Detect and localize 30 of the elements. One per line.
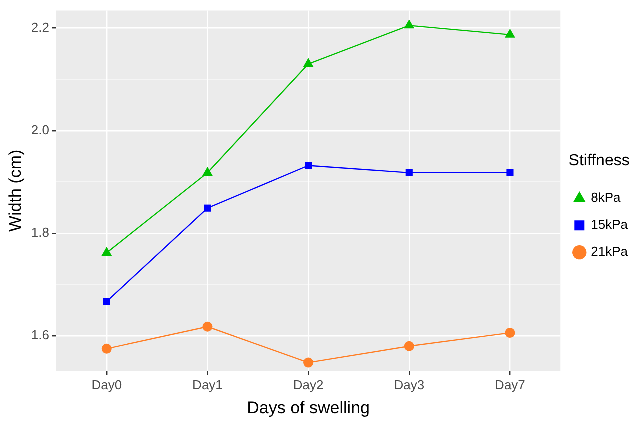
y-tick-label: 1.6	[31, 328, 50, 343]
x-tick-label: Day2	[293, 377, 324, 392]
point	[103, 298, 110, 306]
x-tick-label: Day1	[192, 377, 223, 392]
legend-label: 8kPa	[591, 190, 622, 206]
point	[404, 20, 415, 29]
point	[406, 169, 413, 176]
point	[505, 328, 516, 338]
point	[404, 341, 414, 352]
y-tick-label: 2.2	[31, 20, 50, 35]
x-tick-label: Day3	[394, 377, 425, 392]
x-tick-label: Day0	[92, 377, 122, 392]
point	[204, 204, 212, 212]
point	[305, 162, 312, 170]
x-axis-title: Days of swelling	[247, 398, 370, 418]
y-tick-label: 1.8	[31, 225, 50, 240]
point	[304, 358, 314, 368]
legend-label: 21kPa	[591, 244, 629, 260]
y-tick-label: 2.0	[31, 122, 50, 138]
y-axis-title: Width (cm)	[6, 150, 25, 232]
point	[202, 166, 213, 176]
point	[102, 246, 112, 256]
point	[303, 58, 314, 68]
point	[102, 344, 112, 354]
legend-label: 15kPa	[591, 217, 629, 232]
point	[506, 169, 514, 176]
point	[202, 322, 213, 332]
x-tick-label: Day7	[495, 377, 526, 392]
legend-title: Stiffness	[568, 152, 630, 170]
point	[505, 28, 516, 38]
